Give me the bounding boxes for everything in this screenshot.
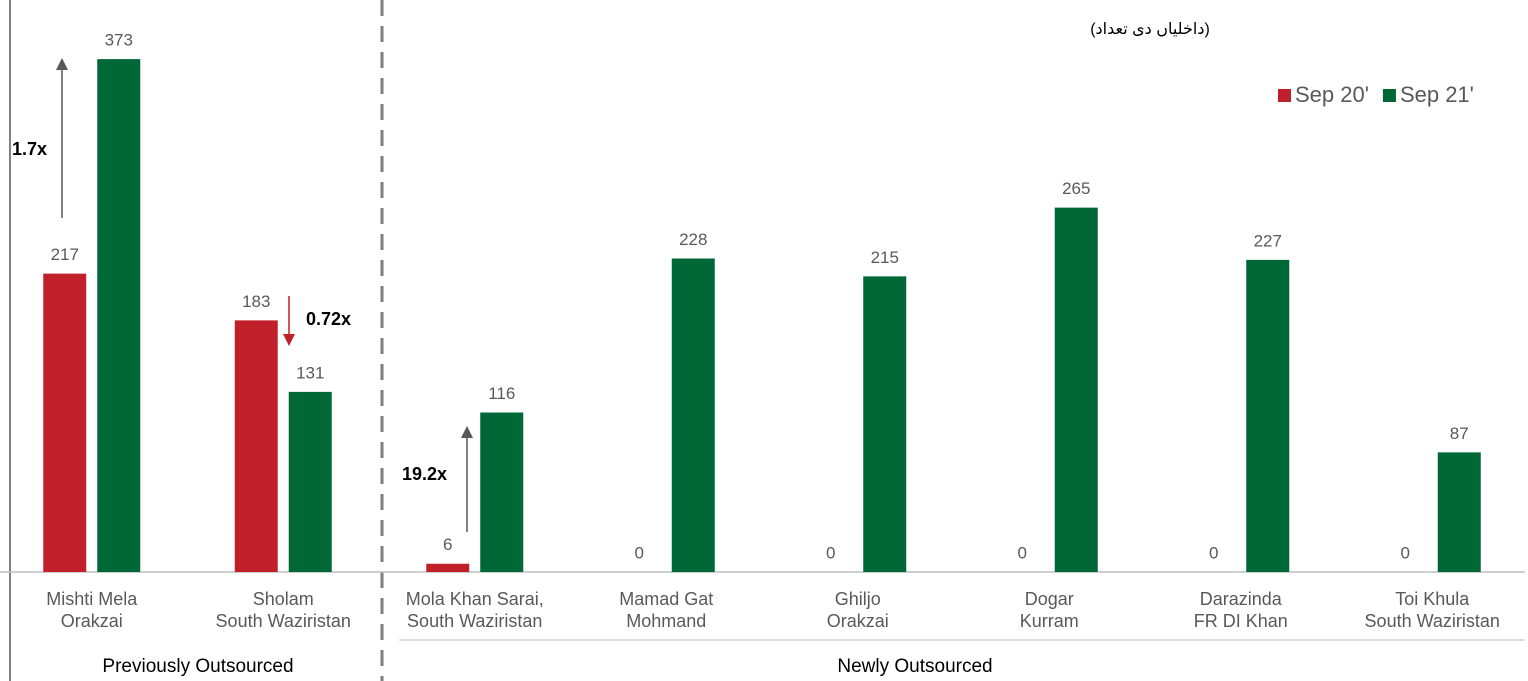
bar bbox=[97, 59, 141, 572]
value-label: 265 bbox=[1062, 179, 1090, 198]
x-tick-label: Mohmand bbox=[626, 611, 706, 631]
legend-label: Sep 20' bbox=[1295, 82, 1369, 107]
value-label: 215 bbox=[871, 248, 899, 267]
annotation: 0.72x bbox=[306, 309, 351, 329]
bar bbox=[671, 258, 715, 572]
x-tick-label: Mamad Gat bbox=[619, 589, 713, 609]
value-label: 0 bbox=[1018, 543, 1027, 562]
bar bbox=[426, 563, 470, 572]
bar bbox=[1437, 452, 1481, 572]
x-tick-label: South Waziristan bbox=[1365, 611, 1500, 631]
x-tick-label: Kurram bbox=[1020, 611, 1079, 631]
value-label: 131 bbox=[296, 363, 324, 382]
x-tick-label: Sholam bbox=[253, 589, 314, 609]
x-tick-label: Mola Khan Sarai, bbox=[406, 589, 544, 609]
value-label: 0 bbox=[1401, 543, 1410, 562]
value-label: 373 bbox=[105, 31, 133, 50]
legend-swatch bbox=[1278, 89, 1291, 102]
value-label: 116 bbox=[488, 384, 515, 403]
group-label: Newly Outsourced bbox=[837, 656, 992, 677]
bar bbox=[480, 412, 524, 572]
value-label: 0 bbox=[1209, 543, 1218, 562]
value-label: 217 bbox=[51, 245, 79, 264]
x-tick-label: Darazinda bbox=[1200, 589, 1283, 609]
x-tick-label: Orakzai bbox=[61, 611, 123, 631]
value-label: 183 bbox=[242, 292, 270, 311]
x-tick-label: FR DI Khan bbox=[1194, 611, 1288, 631]
legend-label: Sep 21' bbox=[1400, 82, 1474, 107]
value-label: 87 bbox=[1450, 424, 1469, 443]
x-tick-label: South Waziristan bbox=[216, 611, 351, 631]
x-tick-label: South Waziristan bbox=[407, 611, 542, 631]
x-tick-label: Toi Khula bbox=[1395, 589, 1470, 609]
bar bbox=[1246, 259, 1290, 572]
annotation: 1.7x bbox=[12, 139, 47, 159]
x-tick-label: Mishti Mela bbox=[46, 589, 138, 609]
value-label: 6 bbox=[443, 535, 452, 554]
annotation: 19.2x bbox=[402, 464, 447, 484]
bar bbox=[234, 320, 278, 572]
bar bbox=[1054, 207, 1098, 572]
x-tick-label: Ghiljo bbox=[835, 589, 881, 609]
bar bbox=[863, 276, 907, 572]
value-label: 0 bbox=[635, 543, 644, 562]
bar bbox=[288, 391, 332, 572]
bar bbox=[43, 273, 87, 572]
legend-swatch bbox=[1382, 89, 1396, 102]
value-label: 228 bbox=[679, 230, 707, 249]
value-label: 0 bbox=[826, 543, 835, 562]
group-label: Previously Outsourced bbox=[102, 656, 293, 677]
value-label: 227 bbox=[1254, 231, 1282, 250]
chart-subtitle: (داخلیاں دی تعداد) bbox=[1090, 21, 1210, 38]
x-tick-label: Orakzai bbox=[827, 611, 889, 631]
x-tick-label: Dogar bbox=[1025, 589, 1074, 609]
